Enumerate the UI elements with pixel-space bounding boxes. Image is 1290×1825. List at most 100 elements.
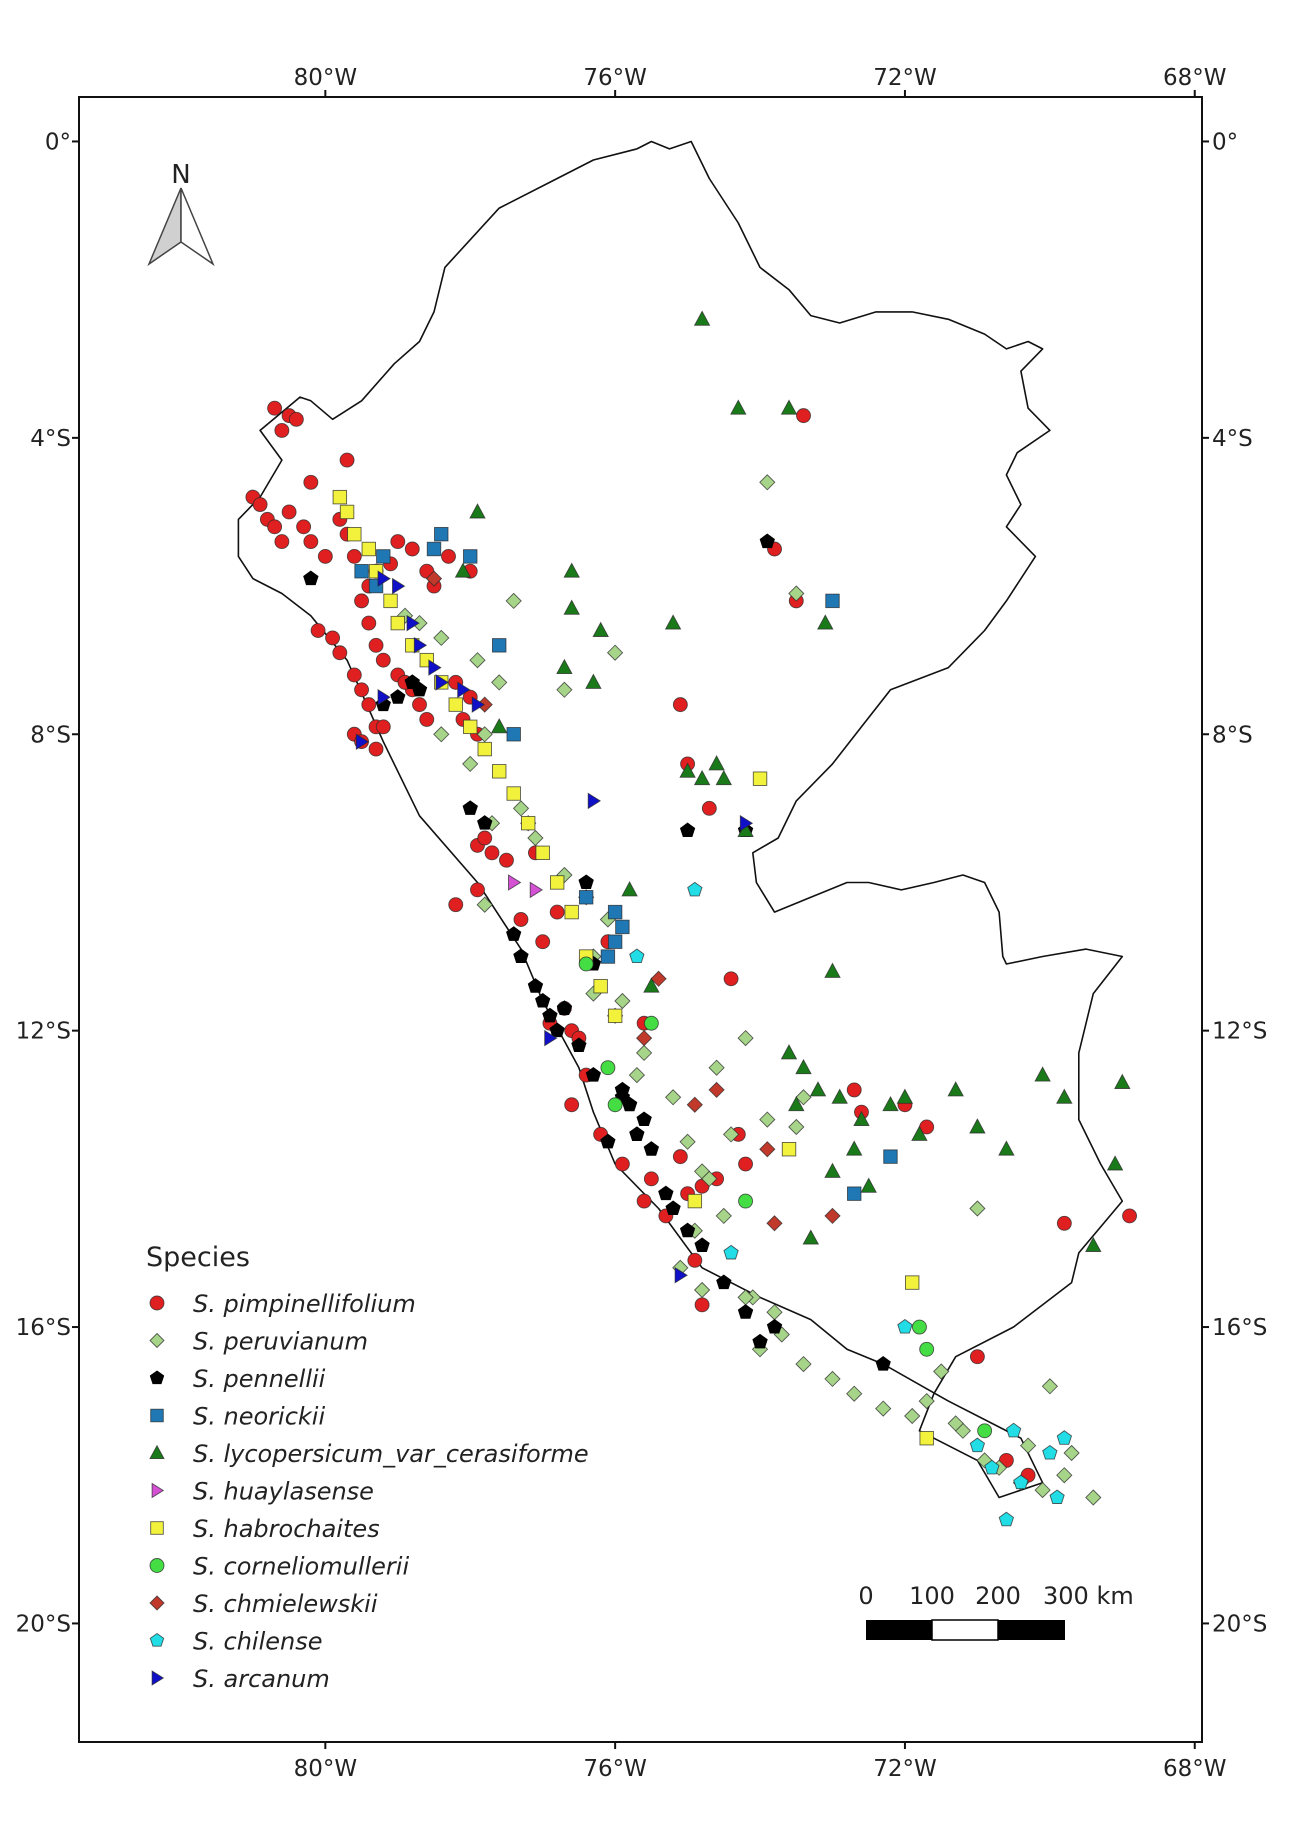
data-point-s-corneliomullerii: [607, 1097, 623, 1113]
data-point-s-habrochaites: [593, 978, 608, 994]
x-tick-label-bottom-68-w: 68°W: [1163, 1756, 1227, 1782]
data-point-s-pennellii: [556, 1000, 573, 1015]
data-point-s-lycopersicum-var-cerasiforme: [556, 658, 573, 675]
data-point-s-pimpinellifolium: [477, 830, 493, 846]
data-point-s-peruvianum: [1034, 1481, 1051, 1499]
data-point-s-pennellii: [694, 1237, 710, 1253]
data-point-s-chilense: [969, 1437, 986, 1453]
scale-bar-segment-3: [998, 1620, 1065, 1640]
data-point-s-pennellii: [766, 1318, 783, 1334]
legend-label-s-lycopersicum-var-cerasiforme: S. lycopersicum_var_cerasiforme: [193, 1440, 589, 1468]
data-point-s-arcanum: [674, 1266, 688, 1284]
x-tick-label-bottom-72-w: 72°W: [873, 1756, 937, 1782]
legend-label-s-huaylasense: S. huaylasense: [193, 1478, 374, 1506]
data-point-s-lycopersicum-var-cerasiforme: [592, 621, 609, 637]
data-point-s-lycopersicum-var-cerasiforme: [621, 881, 638, 897]
data-point-s-corneliomullerii: [977, 1423, 993, 1439]
legend-label-s-chmielewskii: S. chmielewskii: [193, 1590, 378, 1618]
data-point-s-lycopersicum-var-cerasiforme: [563, 562, 580, 578]
data-point-s-peruvianum: [824, 1370, 841, 1388]
data-point-s-peruvianum: [1019, 1437, 1037, 1454]
data-point-s-peruvianum: [759, 474, 776, 491]
data-point-s-habrochaites: [607, 1008, 623, 1024]
data-point-s-habrochaites: [339, 504, 355, 520]
x-tick-label-bottom-80-w: 80°W: [294, 1756, 358, 1782]
data-point-s-pimpinellifolium: [325, 630, 341, 646]
data-point-s-habrochaites: [752, 771, 768, 786]
data-point-s-peruvianum: [614, 992, 631, 1010]
data-point-s-arcanum: [428, 659, 442, 676]
data-point-s-pennellii: [665, 1200, 681, 1216]
data-point-s-chilense: [1049, 1489, 1065, 1504]
y-tick-label-left-0: 0°: [45, 129, 71, 155]
data-point-s-peruvianum: [512, 800, 530, 817]
data-point-s-peruvianum: [788, 1118, 805, 1136]
data-point-s-neorickii: [825, 593, 840, 609]
scale-label-200: 200: [975, 1582, 1021, 1610]
data-point-s-pimpinellifolium: [404, 541, 420, 557]
legend-label-s-arcanum: S. arcanum: [193, 1665, 330, 1693]
legend-marker-s-chilense: [149, 1632, 165, 1647]
data-point-s-peruvianum: [918, 1392, 935, 1410]
data-point-s-habrochaites: [477, 741, 492, 757]
x-tick-label-bottom-76-w: 76°W: [583, 1756, 647, 1782]
data-point-s-pimpinellifolium: [694, 1297, 710, 1313]
data-point-s-chilense: [998, 1511, 1015, 1527]
data-point-s-neorickii: [492, 638, 507, 653]
data-point-s-lycopersicum-var-cerasiforme: [780, 399, 798, 415]
data-point-s-pennellii: [462, 800, 478, 815]
data-point-s-lycopersicum-var-cerasiforme: [780, 1044, 798, 1060]
data-point-s-habrochaites: [687, 1193, 703, 1209]
data-point-s-pennellii: [658, 1185, 674, 1201]
legend-marker-s-pimpinellifolium: [149, 1295, 165, 1311]
data-point-s-lycopersicum-var-cerasiforme: [1056, 1088, 1073, 1104]
data-point-s-lycopersicum-var-cerasiforme: [896, 1088, 914, 1104]
data-point-s-peruvianum: [933, 1363, 950, 1380]
data-point-s-pennellii: [578, 874, 594, 889]
data-point-s-peruvianum: [476, 896, 493, 913]
data-point-s-pimpinellifolium: [448, 897, 464, 913]
legend-label-s-pimpinellifolium: S. pimpinellifolium: [193, 1290, 416, 1318]
data-point-s-chilense: [723, 1244, 739, 1260]
series-s-habrochaites: [332, 489, 934, 1446]
data-point-s-pimpinellifolium: [636, 1193, 652, 1209]
y-tick-label-left-12-s: 12°S: [16, 1019, 71, 1045]
y-tick-label-right-8-s: 8°S: [1212, 722, 1253, 748]
data-point-s-chilense: [1013, 1474, 1029, 1490]
data-point-s-peruvianum: [1056, 1467, 1073, 1484]
data-point-s-peruvianum: [795, 1355, 812, 1373]
map-frame: [78, 96, 1203, 1743]
data-point-s-pennellii: [629, 1126, 645, 1141]
data-point-s-pennellii: [643, 1141, 660, 1156]
data-point-s-corneliomullerii: [919, 1341, 935, 1357]
data-point-s-peruvianum: [693, 1281, 711, 1299]
x-tick-label-top-68-w: 68°W: [1163, 65, 1227, 91]
data-point-s-pimpinellifolium: [354, 682, 370, 698]
scale-bar-segment-2: [931, 1619, 999, 1641]
data-point-s-pennellii: [535, 992, 551, 1008]
data-point-s-habrochaites: [564, 904, 579, 920]
data-point-s-neorickii: [847, 1186, 862, 1201]
data-point-s-chmielewskii: [759, 1141, 776, 1158]
data-point-s-pimpinellifolium: [281, 504, 297, 520]
data-point-s-habrochaites: [521, 815, 536, 831]
data-point-s-pimpinellifolium: [274, 422, 290, 438]
data-point-s-peruvianum: [1041, 1378, 1059, 1395]
data-point-s-pimpinellifolium: [274, 534, 290, 550]
data-point-s-chilense: [897, 1318, 913, 1334]
data-point-s-pennellii: [477, 815, 493, 830]
data-point-s-arcanum: [587, 792, 602, 810]
data-point-s-chilense: [1042, 1444, 1058, 1460]
legend-label-s-peruvianum: S. peruvianum: [193, 1328, 368, 1356]
north-arrow-right-half: [180, 187, 215, 267]
data-point-s-pimpinellifolium: [701, 800, 717, 816]
data-point-s-neorickii: [354, 564, 369, 579]
series-s-corneliomullerii: [578, 956, 993, 1439]
data-point-s-pennellii: [549, 1022, 565, 1038]
data-point-s-peruvianum: [904, 1407, 921, 1425]
data-point-s-habrochaites: [361, 541, 377, 557]
data-point-s-neorickii: [426, 541, 442, 557]
scale-label-300km: 300 km: [1043, 1582, 1134, 1610]
data-point-s-peruvianum: [433, 726, 450, 743]
data-point-s-pimpinellifolium: [738, 1156, 754, 1172]
